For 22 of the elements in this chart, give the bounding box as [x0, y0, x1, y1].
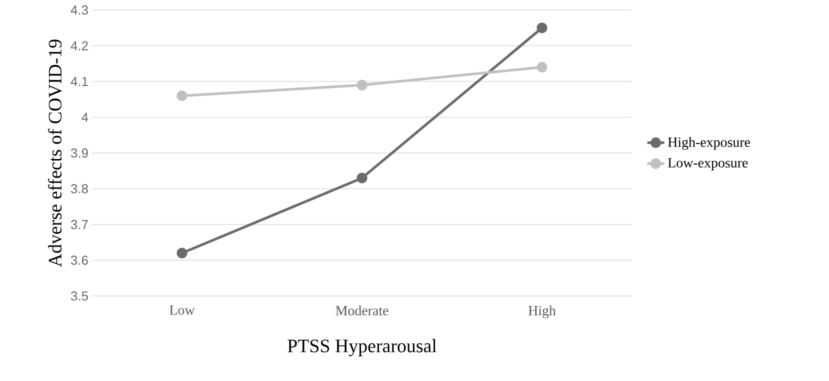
legend-label: Low-exposure — [668, 158, 748, 170]
y-tick-label: 3.5 — [70, 291, 88, 301]
y-tick-label: 3.7 — [70, 220, 88, 230]
y-tick-label: 4.2 — [70, 41, 88, 50]
point — [536, 62, 548, 73]
y-axis-title: Adverse effects of COVID-19 — [48, 40, 62, 267]
point — [356, 80, 368, 90]
x-tick-label: Moderate — [336, 306, 388, 316]
point — [536, 22, 548, 34]
y-tick-label: 3.9 — [70, 148, 88, 158]
point — [356, 172, 368, 184]
y-tick-label: 4.3 — [70, 5, 88, 15]
y-tick-label: 3.8 — [70, 184, 88, 194]
y-tick-label: 4.1 — [70, 77, 88, 86]
point — [176, 90, 188, 102]
x-axis-title: PTSS Hyperarousal — [288, 339, 437, 356]
y-tick-label: 3.6 — [70, 256, 88, 265]
point — [176, 248, 188, 258]
x-tick-label: Low — [170, 306, 195, 315]
legend-label: High-exposure — [668, 137, 750, 150]
y-tick-label: 4 — [82, 112, 88, 122]
x-tick-label: High — [528, 306, 556, 318]
